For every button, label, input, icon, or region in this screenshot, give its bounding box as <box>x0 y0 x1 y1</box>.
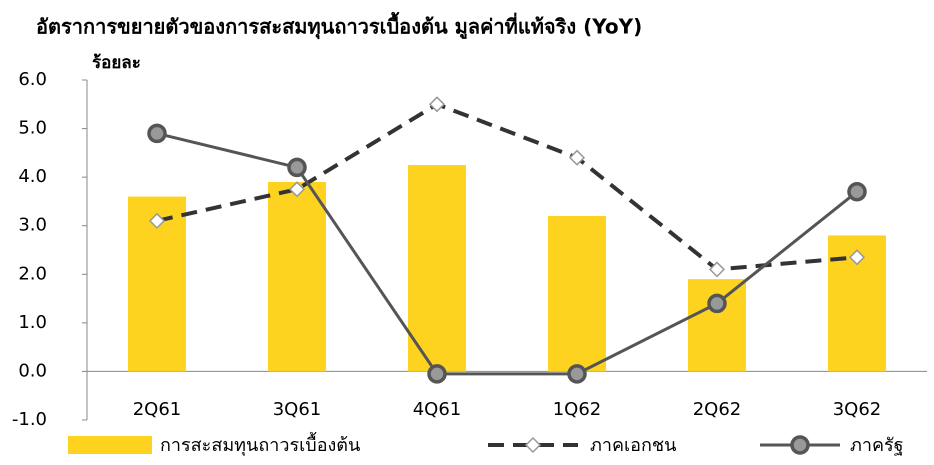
marker <box>287 157 307 178</box>
legend-swatch <box>68 436 152 454</box>
bar <box>408 165 466 372</box>
marker <box>147 123 167 144</box>
bar <box>268 182 326 372</box>
y-tick-label: 5.0 <box>18 118 47 139</box>
x-tick-label: 2Q62 <box>693 399 742 420</box>
marker <box>847 181 867 202</box>
marker <box>568 149 586 166</box>
x-tick-label: 3Q61 <box>273 399 322 420</box>
y-tick-label: 4.0 <box>18 166 47 187</box>
marker <box>427 364 447 384</box>
legend-marker <box>524 436 542 454</box>
y-tick-label: 6.0 <box>18 69 47 90</box>
legend-marker <box>790 435 810 455</box>
x-tick-label: 2Q61 <box>133 399 182 420</box>
marker <box>288 181 306 198</box>
y-tick-label: 1.0 <box>18 312 47 333</box>
chart-title: อัตราการขยายตัวของการสะสมทุนถาวรเบื้องต้… <box>36 12 642 41</box>
x-tick-label: 3Q62 <box>833 399 882 420</box>
y-tick-label: 3.0 <box>18 215 47 236</box>
y-tick-label: 2.0 <box>18 263 47 284</box>
x-tick-label: 4Q61 <box>413 399 462 420</box>
x-tick-label: 1Q62 <box>553 399 602 420</box>
line <box>156 131 858 376</box>
marker <box>708 261 726 278</box>
legend-label: การสะสมทุนถาวรเบื้องต้น <box>160 432 360 456</box>
marker <box>148 212 166 229</box>
bar <box>548 216 606 372</box>
marker <box>848 249 866 266</box>
line <box>156 102 858 272</box>
marker <box>428 96 446 113</box>
marker <box>707 293 727 314</box>
y-axis-label: ร้อยละ <box>92 53 141 73</box>
legend-label: ภาคเอกชน <box>590 435 676 456</box>
y-tick-label: 0.0 <box>18 360 47 381</box>
y-tick-label: -1.0 <box>12 409 47 430</box>
bar <box>688 279 746 372</box>
marker <box>567 364 587 384</box>
legend-label: ภาครัฐ <box>850 435 904 456</box>
